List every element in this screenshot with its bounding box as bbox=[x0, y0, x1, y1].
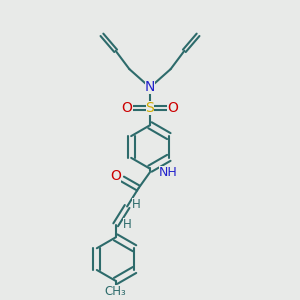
Text: H: H bbox=[132, 198, 141, 211]
Text: H: H bbox=[123, 218, 131, 231]
Text: O: O bbox=[110, 169, 121, 183]
Text: N: N bbox=[145, 80, 155, 94]
Text: O: O bbox=[167, 101, 178, 115]
Text: O: O bbox=[122, 101, 133, 115]
Text: NH: NH bbox=[159, 166, 178, 178]
Text: CH₃: CH₃ bbox=[105, 285, 127, 298]
Text: S: S bbox=[146, 101, 154, 115]
